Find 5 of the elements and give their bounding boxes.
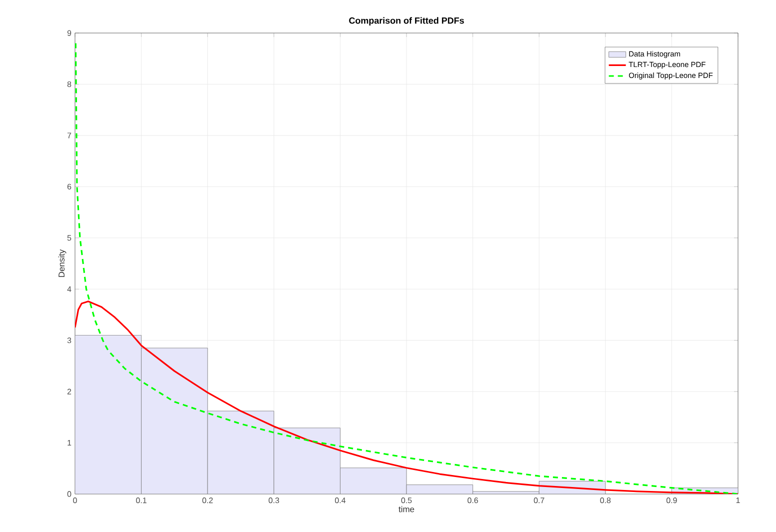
chart-title: Comparison of Fitted PDFs bbox=[349, 17, 464, 26]
y-axis-title: Density bbox=[58, 249, 66, 277]
line-series bbox=[75, 300, 738, 494]
x-axis-title: time bbox=[398, 506, 414, 512]
line-series bbox=[75, 42, 738, 494]
